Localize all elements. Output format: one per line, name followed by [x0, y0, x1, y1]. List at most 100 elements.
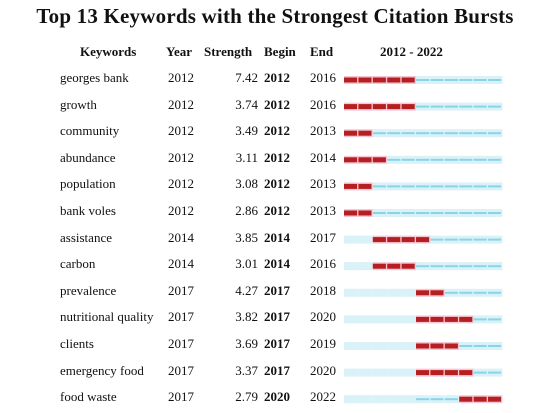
- timeline-segment: [344, 265, 358, 268]
- burst-segment: [344, 130, 358, 136]
- timeline-segment: [430, 185, 444, 188]
- burst-segment: [387, 104, 401, 110]
- burst-segment: [344, 104, 358, 110]
- begin-cell: 2014: [264, 229, 290, 245]
- end-cell: 2013: [310, 176, 336, 192]
- timeline-segment: [444, 398, 458, 401]
- burst-segment: [344, 77, 358, 83]
- timeline-segment: [430, 132, 444, 135]
- strength-cell: 2.86: [235, 203, 258, 218]
- timeline-segment: [444, 185, 458, 188]
- timeline-segment: [358, 318, 372, 321]
- strength-cell: 7.42: [235, 70, 258, 85]
- timeline-segment: [430, 398, 444, 401]
- timeline-segment: [430, 212, 444, 214]
- timeline-segment: [444, 79, 458, 81]
- burst-segment: [401, 237, 415, 243]
- burst-segment: [358, 104, 372, 110]
- timeline-segment: [473, 291, 487, 294]
- timeline-segment: [416, 158, 430, 161]
- timeline-segment: [401, 371, 415, 374]
- timeline-segment: [459, 158, 473, 161]
- year-cell: 2014: [168, 256, 194, 272]
- chart-title: Top 13 Keywords with the Strongest Citat…: [36, 4, 514, 28]
- burst-segment: [344, 157, 358, 163]
- header-keywords: Keywords: [80, 44, 137, 59]
- year-cell: 2017: [168, 389, 194, 405]
- timeline-segment: [358, 345, 372, 347]
- burst-segment: [372, 77, 386, 83]
- timeline-segment: [372, 185, 386, 188]
- burst-segment: [430, 290, 444, 296]
- timeline-segment: [416, 105, 430, 108]
- burst-segment: [459, 316, 473, 322]
- timeline-segment: [473, 158, 487, 161]
- strength-cell: 3.85: [235, 229, 258, 245]
- timeline-segment: [372, 318, 386, 321]
- header-end: End: [310, 44, 334, 59]
- begin-cell: 2012: [264, 123, 290, 139]
- timeline-segment: [459, 105, 473, 108]
- header-range: 2012 - 2022: [380, 44, 443, 59]
- keyword-cell: population: [60, 176, 116, 192]
- timeline-segment: [459, 265, 473, 268]
- timeline-segment: [430, 79, 444, 81]
- timeline-segment: [488, 291, 502, 294]
- end-cell: 2022: [310, 389, 336, 405]
- timeline-segment: [401, 132, 415, 135]
- timeline-segment: [344, 371, 358, 374]
- year-cell: 2012: [168, 70, 194, 85]
- begin-cell: 2012: [264, 203, 290, 218]
- timeline-segment: [372, 345, 386, 347]
- timeline-segment: [459, 185, 473, 188]
- timeline-segment: [387, 132, 401, 135]
- timeline-segment: [387, 318, 401, 321]
- strength-cell: 3.11: [235, 149, 258, 165]
- timeline-segment: [344, 318, 358, 321]
- burst-segment: [387, 263, 401, 269]
- year-cell: 2012: [168, 176, 194, 192]
- burst-segment: [473, 396, 487, 402]
- timeline-segment: [416, 212, 430, 214]
- burst-segment: [444, 370, 458, 376]
- timeline-segment: [387, 185, 401, 188]
- begin-cell: 2017: [264, 309, 290, 325]
- timeline-segment: [401, 318, 415, 321]
- burst-segment: [358, 130, 372, 136]
- strength-cell: 4.27: [235, 282, 258, 298]
- year-cell: 2017: [168, 282, 194, 298]
- year-cell: 2012: [168, 203, 194, 218]
- timeline-segment: [358, 238, 372, 241]
- timeline-segment: [488, 132, 502, 135]
- burst-segment: [358, 183, 372, 189]
- burst-segment: [444, 316, 458, 322]
- strength-cell: 3.69: [235, 336, 258, 351]
- timeline-segment: [444, 105, 458, 108]
- keyword-cell: emergency food: [60, 362, 144, 378]
- year-cell: 2012: [168, 123, 194, 139]
- end-cell: 2019: [310, 336, 336, 351]
- timeline-segment: [372, 371, 386, 374]
- burst-segment: [387, 237, 401, 243]
- keyword-cell: bank voles: [60, 203, 116, 218]
- timeline-segment: [444, 238, 458, 241]
- burst-segment: [488, 396, 502, 402]
- timeline-segment: [401, 158, 415, 161]
- burst-segment: [416, 370, 430, 376]
- timeline-segment: [488, 345, 502, 347]
- timeline-segment: [488, 158, 502, 161]
- header-year: Year: [166, 44, 192, 59]
- begin-cell: 2012: [264, 96, 290, 112]
- header-begin: Begin: [264, 44, 296, 59]
- keyword-cell: georges bank: [60, 70, 129, 85]
- timeline-segment: [444, 291, 458, 294]
- burst-segment: [401, 263, 415, 269]
- timeline-segment: [488, 79, 502, 81]
- begin-cell: 2017: [264, 362, 290, 378]
- end-cell: 2017: [310, 229, 336, 245]
- end-cell: 2013: [310, 123, 336, 139]
- timeline-segment: [473, 345, 487, 347]
- timeline-segment: [387, 158, 401, 161]
- keyword-cell: food waste: [60, 389, 117, 405]
- timeline-segment: [488, 238, 502, 241]
